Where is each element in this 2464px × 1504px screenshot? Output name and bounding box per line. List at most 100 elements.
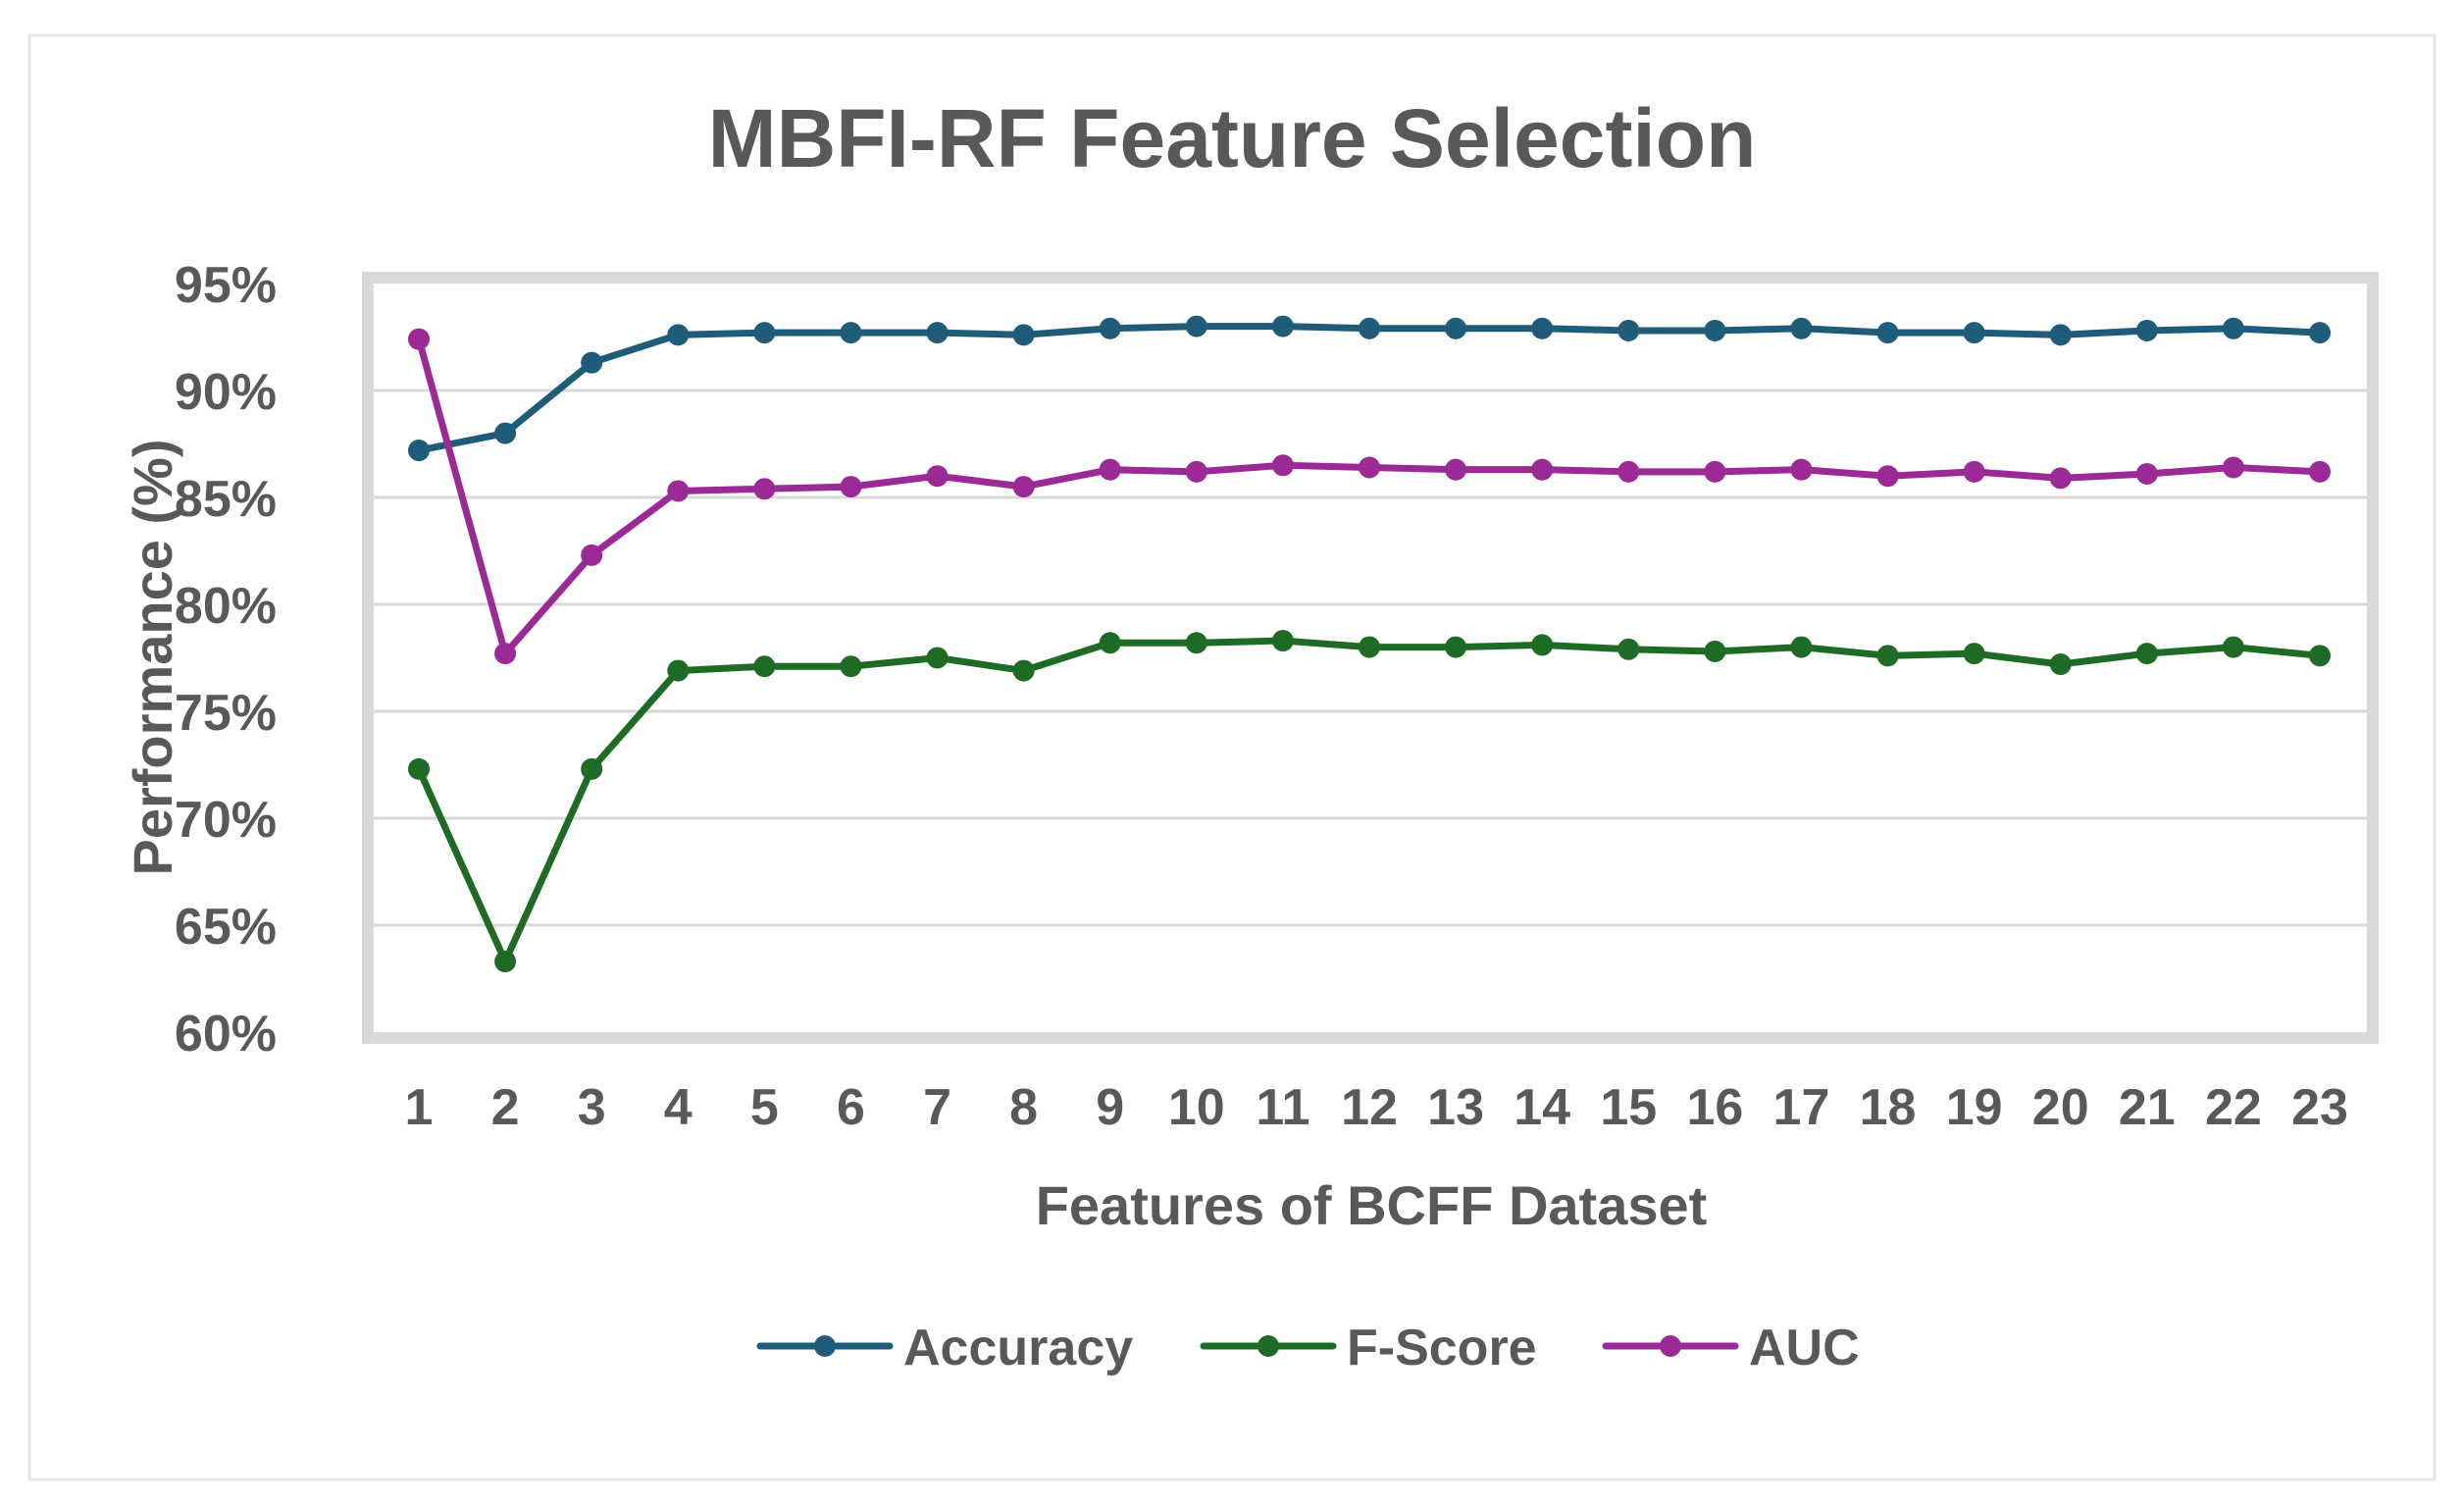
data-point-accuracy — [1876, 322, 1899, 344]
x-tick-label: 2 — [491, 1079, 520, 1136]
data-point-accuracy — [581, 351, 603, 374]
series-lines — [408, 315, 2331, 973]
x-tick-label: 8 — [1009, 1079, 1038, 1136]
legend-item-accuracy: Accuracy — [756, 1320, 1133, 1376]
data-point-accuracy — [2309, 322, 2331, 344]
y-tick-label: 75% — [175, 685, 277, 742]
data-point-accuracy — [1099, 317, 1121, 339]
x-tick-label: 22 — [2205, 1079, 2262, 1136]
data-point-f-score — [926, 647, 949, 669]
data-point-f-score — [1617, 638, 1640, 660]
data-point-accuracy — [408, 440, 430, 462]
data-point-accuracy — [1963, 322, 1985, 344]
x-axis-tick-labels: 1 2 3 4 5 6 7 8 9 10 11 12 13 14 15 16 17 18 19 20 21 22 23 — [405, 1079, 2348, 1136]
legend-item-f-score: F-Score — [1200, 1320, 1537, 1376]
data-point-f-score — [1271, 630, 1294, 652]
x-tick-label: 19 — [1946, 1079, 2003, 1136]
data-point-f-score — [2222, 636, 2244, 658]
y-axis-tick-labels: 60% 65% 70% 75% 80% 85% 90% 95% — [175, 257, 277, 1063]
x-tick-label: 11 — [1256, 1079, 1309, 1136]
data-point-auc — [581, 544, 603, 566]
data-point-accuracy — [1617, 319, 1640, 341]
data-point-auc — [840, 476, 862, 498]
x-tick-label: 20 — [2032, 1079, 2089, 1136]
data-point-auc — [1271, 454, 1294, 477]
x-tick-label: 1 — [405, 1079, 434, 1136]
data-point-f-score — [840, 655, 862, 678]
legend-label: Accuracy — [903, 1320, 1133, 1376]
y-tick-label: 70% — [175, 792, 277, 849]
chart-title: MBFI-RF Feature Selection — [708, 92, 1757, 184]
data-point-accuracy — [1704, 319, 1726, 341]
data-point-f-score — [1099, 632, 1121, 654]
y-tick-label: 85% — [175, 471, 277, 528]
series-f-score — [408, 630, 2331, 973]
data-point-auc — [1704, 460, 1726, 483]
x-tick-label: 13 — [1427, 1079, 1484, 1136]
data-point-auc — [753, 478, 776, 500]
data-point-f-score — [2135, 643, 2158, 665]
data-point-accuracy — [2049, 324, 2072, 346]
data-point-f-score — [1359, 636, 1380, 658]
data-point-accuracy — [2135, 319, 2158, 341]
y-axis-title: Performance (%) — [122, 439, 183, 875]
x-tick-label: 4 — [664, 1079, 693, 1136]
data-point-auc — [494, 643, 517, 665]
series-auc — [408, 328, 2331, 665]
legend-marker — [814, 1335, 836, 1357]
data-point-f-score — [581, 757, 603, 780]
data-point-f-score — [2049, 653, 2072, 676]
data-point-auc — [1359, 456, 1380, 479]
x-tick-label: 21 — [2119, 1079, 2176, 1136]
legend: Accuracy F-Score AUC — [756, 1320, 1860, 1376]
data-point-auc — [1012, 476, 1035, 498]
legend-item-auc: AUC — [1602, 1320, 1860, 1376]
data-point-accuracy — [1012, 324, 1035, 346]
data-point-auc — [1185, 460, 1207, 483]
data-point-auc — [1790, 458, 1813, 481]
data-point-accuracy — [667, 324, 690, 346]
data-point-accuracy — [494, 422, 517, 444]
data-point-f-score — [2309, 645, 2331, 667]
data-point-f-score — [1790, 636, 1813, 658]
data-point-auc — [1963, 460, 1985, 483]
data-point-f-score — [1445, 636, 1467, 658]
data-point-accuracy — [1359, 317, 1380, 339]
x-tick-label: 12 — [1341, 1079, 1398, 1136]
y-tick-label: 80% — [175, 578, 277, 635]
data-point-auc — [2222, 456, 2244, 479]
x-tick-label: 10 — [1168, 1079, 1225, 1136]
data-point-accuracy — [2222, 317, 2244, 339]
legend-label: F-Score — [1347, 1320, 1537, 1376]
data-point-auc — [2049, 467, 2072, 490]
x-tick-label: 6 — [837, 1079, 865, 1136]
data-point-accuracy — [840, 322, 862, 344]
data-point-accuracy — [1445, 317, 1467, 339]
x-tick-label: 18 — [1860, 1079, 1917, 1136]
y-tick-label: 60% — [175, 1006, 277, 1063]
data-point-f-score — [667, 659, 690, 682]
data-point-accuracy — [1185, 315, 1207, 337]
gridlines — [373, 389, 2368, 927]
data-point-auc — [926, 465, 949, 488]
data-point-accuracy — [753, 322, 776, 344]
x-tick-label: 16 — [1686, 1079, 1743, 1136]
data-point-accuracy — [926, 322, 949, 344]
legend-label: AUC — [1749, 1320, 1860, 1376]
x-tick-label: 3 — [578, 1079, 606, 1136]
x-tick-label: 7 — [923, 1079, 951, 1136]
x-tick-label: 15 — [1600, 1079, 1657, 1136]
data-point-f-score — [494, 951, 517, 973]
x-tick-label: 17 — [1773, 1079, 1830, 1136]
data-point-f-score — [1876, 645, 1899, 667]
data-point-accuracy — [1531, 317, 1554, 339]
y-tick-label: 95% — [175, 257, 277, 314]
x-axis-title: Features of BCFF Dataset — [1036, 1174, 1708, 1236]
data-point-auc — [2135, 463, 2158, 486]
legend-marker — [1660, 1335, 1681, 1357]
data-point-f-score — [1531, 634, 1554, 656]
series-accuracy — [408, 315, 2331, 462]
x-tick-label: 14 — [1514, 1079, 1570, 1136]
data-point-f-score — [408, 757, 430, 780]
y-tick-label: 65% — [175, 899, 277, 956]
